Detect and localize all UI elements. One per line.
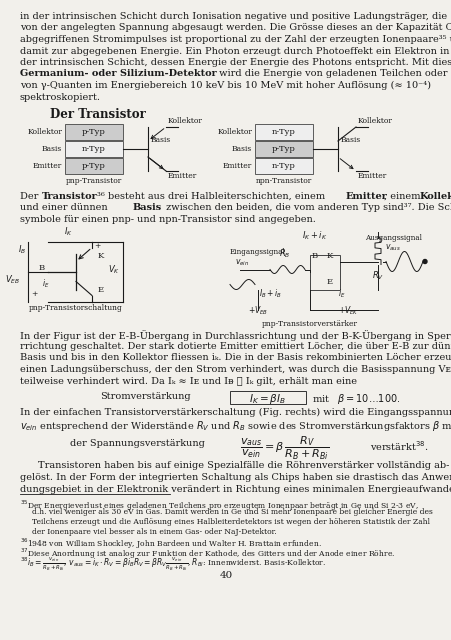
Text: Basis: Basis <box>151 136 171 144</box>
Text: teilweise verhindert wird. Da Iₖ ≈ Iᴇ und Iᴃ ≪ Iₖ gilt, erhält man eine: teilweise verhindert wird. Da Iₖ ≈ Iᴇ un… <box>20 376 356 385</box>
Text: Germanium- oder Silizium-Detektor: Germanium- oder Silizium-Detektor <box>20 70 216 79</box>
Text: Emitter: Emitter <box>168 172 197 180</box>
Text: n-Typ: n-Typ <box>272 128 295 136</box>
Text: n-Typ: n-Typ <box>272 162 295 170</box>
Text: p-Typ: p-Typ <box>82 128 106 136</box>
Text: Transistor: Transistor <box>42 192 97 201</box>
Text: ³⁶ besteht aus drei Halbleiterschichten, einem: ³⁶ besteht aus drei Halbleiterschichten,… <box>97 192 327 201</box>
Text: $R_B$: $R_B$ <box>279 248 290 260</box>
Text: npn-Transistor: npn-Transistor <box>255 177 312 185</box>
Text: , einem: , einem <box>383 192 423 201</box>
Text: abgegriffenen Stromimpulses ist proportional zu der Zahl der erzeugten Ionenpaar: abgegriffenen Stromimpulses ist proporti… <box>20 35 451 44</box>
Text: der Ionenpaare viel besser als in einem Gas- oder NaJ-Detektor.: der Ionenpaare viel besser als in einem … <box>32 527 276 536</box>
Text: Teilchens erzeugt und die Auflösung eines Halbleiterdetektors ist wegen der höhe: Teilchens erzeugt und die Auflösung eine… <box>32 518 429 526</box>
Text: Kollektor: Kollektor <box>357 117 392 125</box>
Text: pnp-Transistorverstärker: pnp-Transistorverstärker <box>262 319 357 328</box>
Text: einen Ladungsüberschuss, der den Strom verhindert, was durch die Basisspannung V: einen Ladungsüberschuss, der den Strom v… <box>20 365 451 374</box>
Circle shape <box>422 259 426 264</box>
Text: d.h. viel weniger als 30 eV in Gas. Damit werden in Ge und Si mehr Ionenpaare be: d.h. viel weniger als 30 eV in Gas. Dami… <box>32 509 432 516</box>
Text: Emitter: Emitter <box>222 162 252 170</box>
Text: Basis: Basis <box>41 145 62 153</box>
Text: Kollektor: Kollektor <box>27 128 62 136</box>
Text: Der: Der <box>20 192 41 201</box>
Text: K: K <box>326 252 332 259</box>
Text: $^{36}$1948 von William Shockley, John Bardeen und Walter H. Brattain erfunden.: $^{36}$1948 von William Shockley, John B… <box>20 537 321 552</box>
Text: rrichtung geschaltet. Der stark dotierte Emitter emittiert Löcher, die über E-B : rrichtung geschaltet. Der stark dotierte… <box>20 342 451 351</box>
Text: wird die Energie von geladenen Teilchen oder: wird die Energie von geladenen Teilchen … <box>216 70 446 79</box>
Text: $V_K$: $V_K$ <box>108 263 120 276</box>
Text: der Spannungsverstärkung: der Spannungsverstärkung <box>70 440 204 449</box>
Text: pnp-Transistor: pnp-Transistor <box>66 177 122 185</box>
Text: Transistoren haben bis auf einige Spezialfälle die Röhrenverstärker vollständig : Transistoren haben bis auf einige Spezia… <box>38 461 448 470</box>
Text: der intrinsischen Schicht, dessen Energie der Energie des Photons entspricht. Mi: der intrinsischen Schicht, dessen Energi… <box>20 58 451 67</box>
Text: $I_K+i_K$: $I_K+i_K$ <box>302 230 327 242</box>
Text: $+V_{EB}$: $+V_{EB}$ <box>247 305 267 317</box>
Text: $i_E$: $i_E$ <box>337 287 345 300</box>
Text: in der intrinsischen Schicht durch Ionisation negative und positive Ladungsträge: in der intrinsischen Schicht durch Ionis… <box>20 12 446 21</box>
Text: In der Figur ist der E-B-Übergang in Durchlassrichtung und der B-K-Übergang in S: In der Figur ist der E-B-Übergang in Dur… <box>20 330 451 341</box>
Text: $^{38}i_B = \frac{v_{ein}}{R_B+R_{Bi}}$, $v_{aus} = i_K \cdot R_V = \beta i_B R_: $^{38}i_B = \frac{v_{ein}}{R_B+R_{Bi}}$,… <box>20 556 325 573</box>
Text: 40: 40 <box>219 572 232 580</box>
Text: Kollektor: Kollektor <box>168 117 202 125</box>
Bar <box>65 124 123 140</box>
Text: $I_K$: $I_K$ <box>64 225 72 237</box>
Text: Basis und bis in den Kollektor fliessen iₖ. Die in der Basis rekombinierten Löch: Basis und bis in den Kollektor fliessen … <box>20 353 451 362</box>
Text: E: E <box>326 278 332 285</box>
Bar <box>230 391 305 404</box>
Bar <box>65 158 123 174</box>
Text: B: B <box>311 252 318 259</box>
Text: Basis: Basis <box>231 145 252 153</box>
Text: Emitter: Emitter <box>32 162 62 170</box>
Bar <box>254 124 312 140</box>
Text: Ausgangssignal: Ausgangssignal <box>364 234 421 243</box>
Text: p-Typ: p-Typ <box>272 145 295 153</box>
Bar <box>65 141 123 157</box>
Text: Eingangssignal: Eingangssignal <box>230 248 285 255</box>
Text: Emitter: Emitter <box>357 172 387 180</box>
Text: Der Transistor: Der Transistor <box>50 108 146 121</box>
Text: spektroskopiert.: spektroskopiert. <box>20 93 101 102</box>
Text: In der einfachen Transistorverstärkerschaltung (Fig. rechts) wird die Eingangssp: In der einfachen Transistorverstärkersch… <box>20 408 451 417</box>
Bar <box>309 255 339 289</box>
Text: $\dfrac{v_{aus}}{v_{ein}} = \beta\,\dfrac{R_V}{R_B + R_{Bi}}$: $\dfrac{v_{aus}}{v_{ein}} = \beta\,\dfra… <box>239 435 328 461</box>
Text: $R_V$: $R_V$ <box>371 269 383 282</box>
Text: damit zur abgegebenen Energie. Ein Photon erzeugt durch Photoeffekt ein Elektron: damit zur abgegebenen Energie. Ein Photo… <box>20 47 448 56</box>
Text: $+V_{EK}$: $+V_{EK}$ <box>337 305 358 317</box>
Text: dungsgebiet in der Elektronik verändert in Richtung eines minimalen Energieaufwa: dungsgebiet in der Elektronik verändert … <box>20 484 451 493</box>
Text: Basis: Basis <box>133 204 162 212</box>
Text: Emitter: Emitter <box>345 192 387 201</box>
Text: $I_B+i_B$: $I_B+i_B$ <box>258 287 281 300</box>
Text: n-Typ: n-Typ <box>82 145 106 153</box>
Text: Stromverstärkung: Stromverstärkung <box>100 392 190 401</box>
Text: $I_K = \beta I_B$: $I_K = \beta I_B$ <box>249 392 286 406</box>
Text: $i_E$: $i_E$ <box>42 278 50 290</box>
Text: +: + <box>94 243 100 250</box>
Text: $^{37}$Diese Anordnung ist analog zur Funktion der Kathode, des Gitters und der : $^{37}$Diese Anordnung ist analog zur Fu… <box>20 547 395 561</box>
Text: E: E <box>98 285 104 294</box>
Text: $v_{ein}$ entsprechend der Widerstände $R_V$ und $R_B$ sowie des Stromverstärkun: $v_{ein}$ entsprechend der Widerstände $… <box>20 419 451 433</box>
Text: und einer dünnen: und einer dünnen <box>20 204 110 212</box>
Text: Basis: Basis <box>340 136 360 144</box>
Text: Kollektor: Kollektor <box>216 128 252 136</box>
Text: $I_B$: $I_B$ <box>18 243 26 256</box>
Text: gelöst. In der Form der integrierten Schaltung als Chips haben sie drastisch das: gelöst. In der Form der integrierten Sch… <box>20 473 451 482</box>
Text: $v_{ein}$: $v_{ein}$ <box>235 257 249 268</box>
Bar <box>254 158 312 174</box>
Text: mit   $\beta = 10\ldots 100.$: mit $\beta = 10\ldots 100.$ <box>311 392 400 406</box>
Text: zwischen den beiden, die vom anderen Typ sind³⁷. Die Schalt-: zwischen den beiden, die vom anderen Typ… <box>163 204 451 212</box>
Text: p-Typ: p-Typ <box>82 162 106 170</box>
Text: K: K <box>98 252 104 259</box>
Text: $v_{aus}$: $v_{aus}$ <box>384 243 400 253</box>
Text: $^{35}$Der Energieverlust eines geladenen Teilchens pro erzeugtem Ionenpaar betr: $^{35}$Der Energieverlust eines geladene… <box>20 499 418 513</box>
Text: verstärkt$^{38}$.: verstärkt$^{38}$. <box>369 440 428 453</box>
Text: pnp-Transistorschaltung: pnp-Transistorschaltung <box>28 305 122 312</box>
Text: symbole für einen pnp- und npn-Transistor sind angegeben.: symbole für einen pnp- und npn-Transisto… <box>20 215 315 224</box>
Text: Kollektor: Kollektor <box>419 192 451 201</box>
Text: von γ-Quanten im Energiebereich 10 keV bis 10 MeV mit hoher Auflösung (≈ 10⁻⁴): von γ-Quanten im Energiebereich 10 keV b… <box>20 81 430 90</box>
Text: von der angelegten Spannung abgesaugt werden. Die Grösse dieses an der Kapazität: von der angelegten Spannung abgesaugt we… <box>20 24 451 33</box>
Text: B: B <box>39 264 45 273</box>
Bar <box>254 141 312 157</box>
Text: +: + <box>31 291 37 298</box>
Text: $V_{EB}$: $V_{EB}$ <box>5 273 20 285</box>
